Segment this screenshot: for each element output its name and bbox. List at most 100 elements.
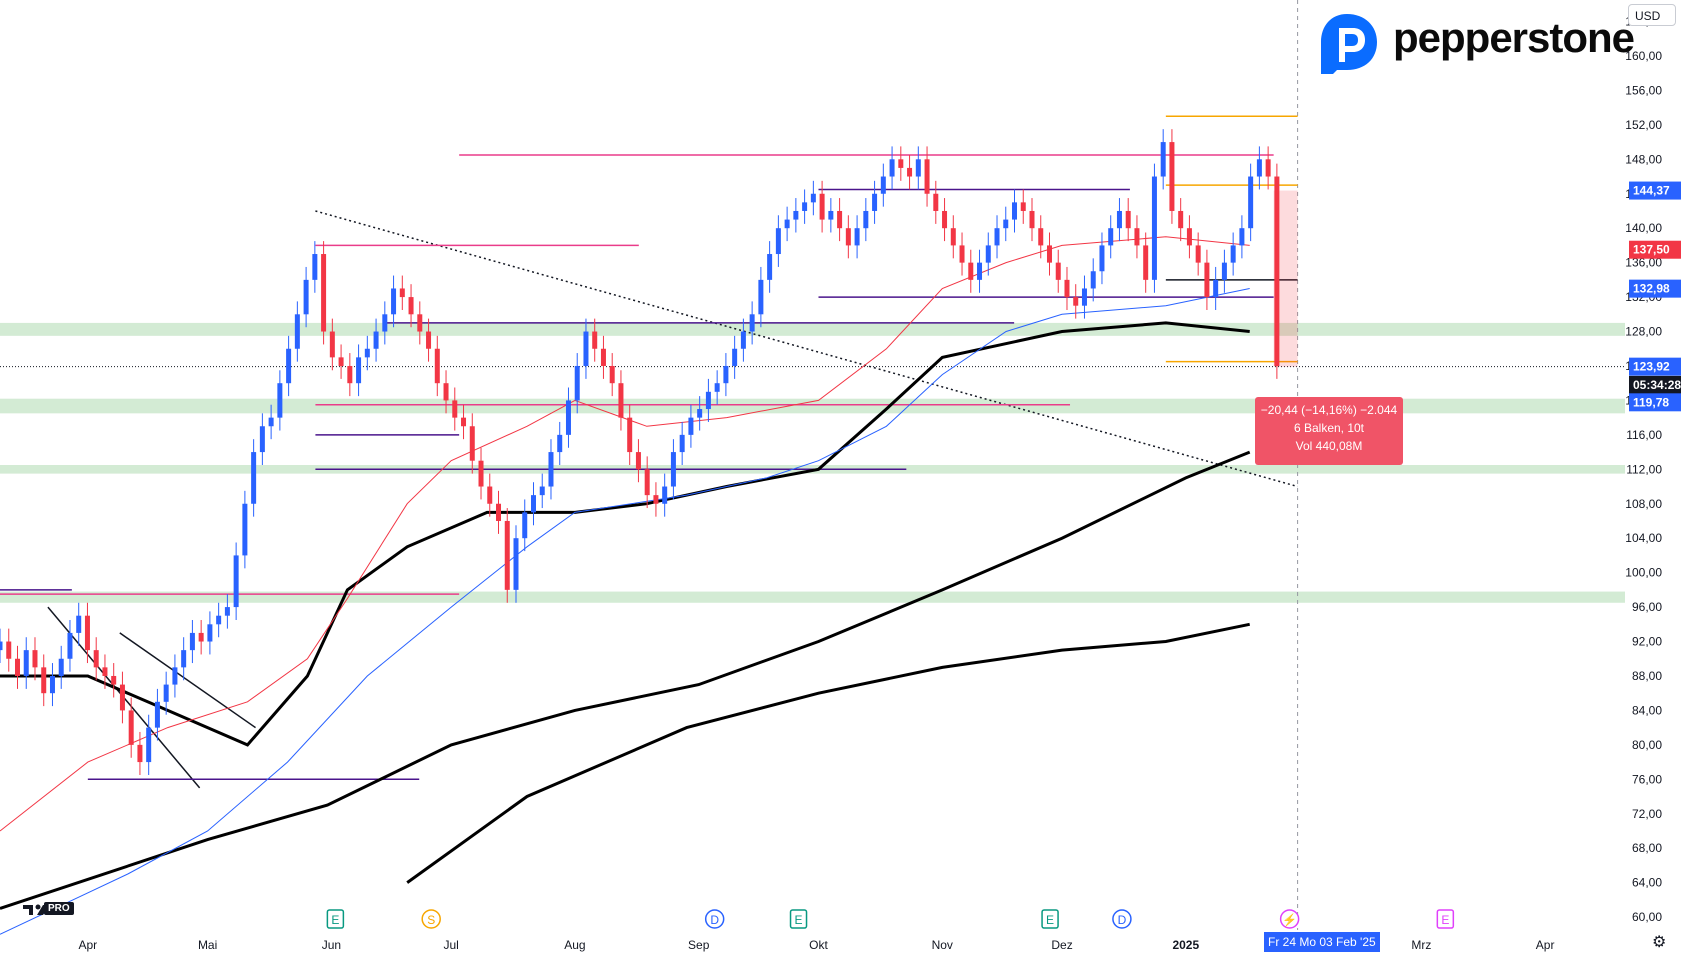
- candle-body: [705, 391, 711, 410]
- event-marker-letter: E: [795, 913, 803, 927]
- candle-body: [338, 357, 344, 366]
- price-tick-label: 76,00: [1632, 772, 1662, 786]
- price-tick-label: 116,00: [1626, 428, 1662, 442]
- candle-body: [924, 159, 930, 194]
- price-tick-label: 140,00: [1625, 221, 1662, 235]
- candle-body: [1073, 297, 1079, 306]
- candle-body: [373, 331, 379, 349]
- price-tick-label: 64,00: [1632, 876, 1662, 890]
- candle-body: [382, 314, 388, 332]
- candle-body: [644, 469, 650, 496]
- candle-body: [810, 193, 816, 203]
- candle-body: [1230, 245, 1236, 263]
- price-tick-label: 68,00: [1632, 841, 1662, 855]
- candle-body: [793, 210, 799, 220]
- candle-body: [627, 417, 633, 453]
- candle-body: [775, 228, 781, 255]
- price-badge-text: 05:34:28: [1633, 378, 1681, 392]
- crosshair-date-badge: Fr 24 Mo 03 Feb '25: [1264, 932, 1380, 952]
- price-badge-bg: [1629, 279, 1681, 298]
- candle-body: [583, 331, 589, 366]
- measure-change: −20,44 (−14,16%) −2.044: [1260, 403, 1398, 417]
- price-badge-bg: [1629, 240, 1681, 259]
- time-tick-label: Jun: [322, 938, 341, 952]
- price-tick-label: 92,00: [1632, 635, 1662, 649]
- time-tick-label: Mrz: [1411, 938, 1431, 952]
- time-axis[interactable]: Apr Mai Jun Jul Aug Sep Okt Nov Dez 2025 Mrz Apr: [78, 938, 1554, 952]
- candle-body: [1055, 262, 1061, 280]
- candle-body: [1151, 176, 1157, 280]
- candle-body: [557, 434, 563, 453]
- price-axis[interactable]: 164,00160,00156,00152,00148,00144,00140,…: [1625, 15, 1662, 925]
- candle-body: [618, 383, 624, 418]
- candle-body: [408, 297, 414, 315]
- candle-body: [128, 710, 134, 745]
- candle-body: [513, 538, 519, 590]
- candle-body: [565, 400, 571, 435]
- price-tick-label: 96,00: [1632, 600, 1662, 614]
- candle-body: [207, 624, 213, 642]
- event-marker-letter: ⚡: [1282, 913, 1297, 927]
- candle-body: [670, 452, 676, 487]
- candle-body: [1160, 142, 1166, 177]
- price-tick-label: 88,00: [1632, 669, 1662, 683]
- candle-body: [23, 650, 29, 676]
- candle-body: [758, 279, 764, 315]
- candle-body: [714, 383, 720, 392]
- candle-body: [1143, 245, 1149, 280]
- event-marker-shape: [1112, 909, 1132, 929]
- candle-body: [1134, 228, 1140, 246]
- candle-body: [259, 426, 265, 453]
- candle-body: [14, 658, 20, 676]
- candle-body: [49, 675, 55, 694]
- candle-body: [574, 365, 580, 401]
- currency-selector[interactable]: USD: [1628, 4, 1676, 26]
- time-tick-label: Okt: [809, 938, 828, 952]
- moving-average-blue: [0, 288, 1250, 935]
- time-tick-label: Dez: [1051, 938, 1072, 952]
- price-tick-label: 112,00: [1626, 462, 1662, 476]
- candle-body: [1029, 210, 1035, 229]
- candle-body: [600, 348, 606, 366]
- candle-body: [399, 288, 405, 298]
- time-tick-label: Jul: [443, 938, 458, 952]
- candle-body: [539, 486, 545, 496]
- price-badge-text: 132,98: [1633, 282, 1670, 296]
- event-marker-shape: [421, 909, 441, 929]
- candle-body: [1274, 176, 1280, 366]
- candle-body: [784, 219, 790, 229]
- candle-body: [635, 452, 641, 470]
- candle-body: [181, 650, 187, 668]
- channel-lower-line: [119, 632, 256, 729]
- candle-body: [653, 495, 659, 504]
- candle-body: [356, 357, 362, 384]
- candle-body: [172, 667, 178, 685]
- measure-tooltip: −20,44 (−14,16%) −2.044 6 Balken, 10t Vo…: [1255, 397, 1403, 465]
- settings-icon[interactable]: ⚙: [1652, 934, 1667, 951]
- candle-body: [767, 254, 773, 280]
- candle-body: [146, 727, 152, 763]
- price-tick-label: 72,00: [1632, 807, 1662, 821]
- candle-body: [364, 348, 370, 358]
- candle-body: [137, 744, 143, 763]
- time-tick-label: Apr: [1536, 938, 1555, 952]
- candle-body: [303, 279, 309, 315]
- candle-body: [749, 314, 755, 332]
- candle-body: [1178, 210, 1184, 229]
- candle-body: [426, 331, 432, 349]
- candle-body: [1186, 228, 1192, 246]
- candle-body: [697, 409, 703, 418]
- price-tick-label: 80,00: [1632, 738, 1662, 752]
- candle-body: [985, 245, 991, 263]
- candle-body: [251, 452, 257, 504]
- event-markers[interactable]: E S D E E D ⚡ E: [326, 909, 1455, 929]
- candle-body: [723, 365, 729, 384]
- candle-body: [1204, 262, 1210, 298]
- price-badge-text: 123,92: [1633, 360, 1670, 374]
- moving-average-black: [0, 321, 1250, 747]
- candle-body: [828, 210, 834, 220]
- price-tick-label: 100,00: [1625, 566, 1662, 580]
- price-tick-label: 160,00: [1625, 49, 1662, 63]
- candle-body: [1099, 245, 1105, 272]
